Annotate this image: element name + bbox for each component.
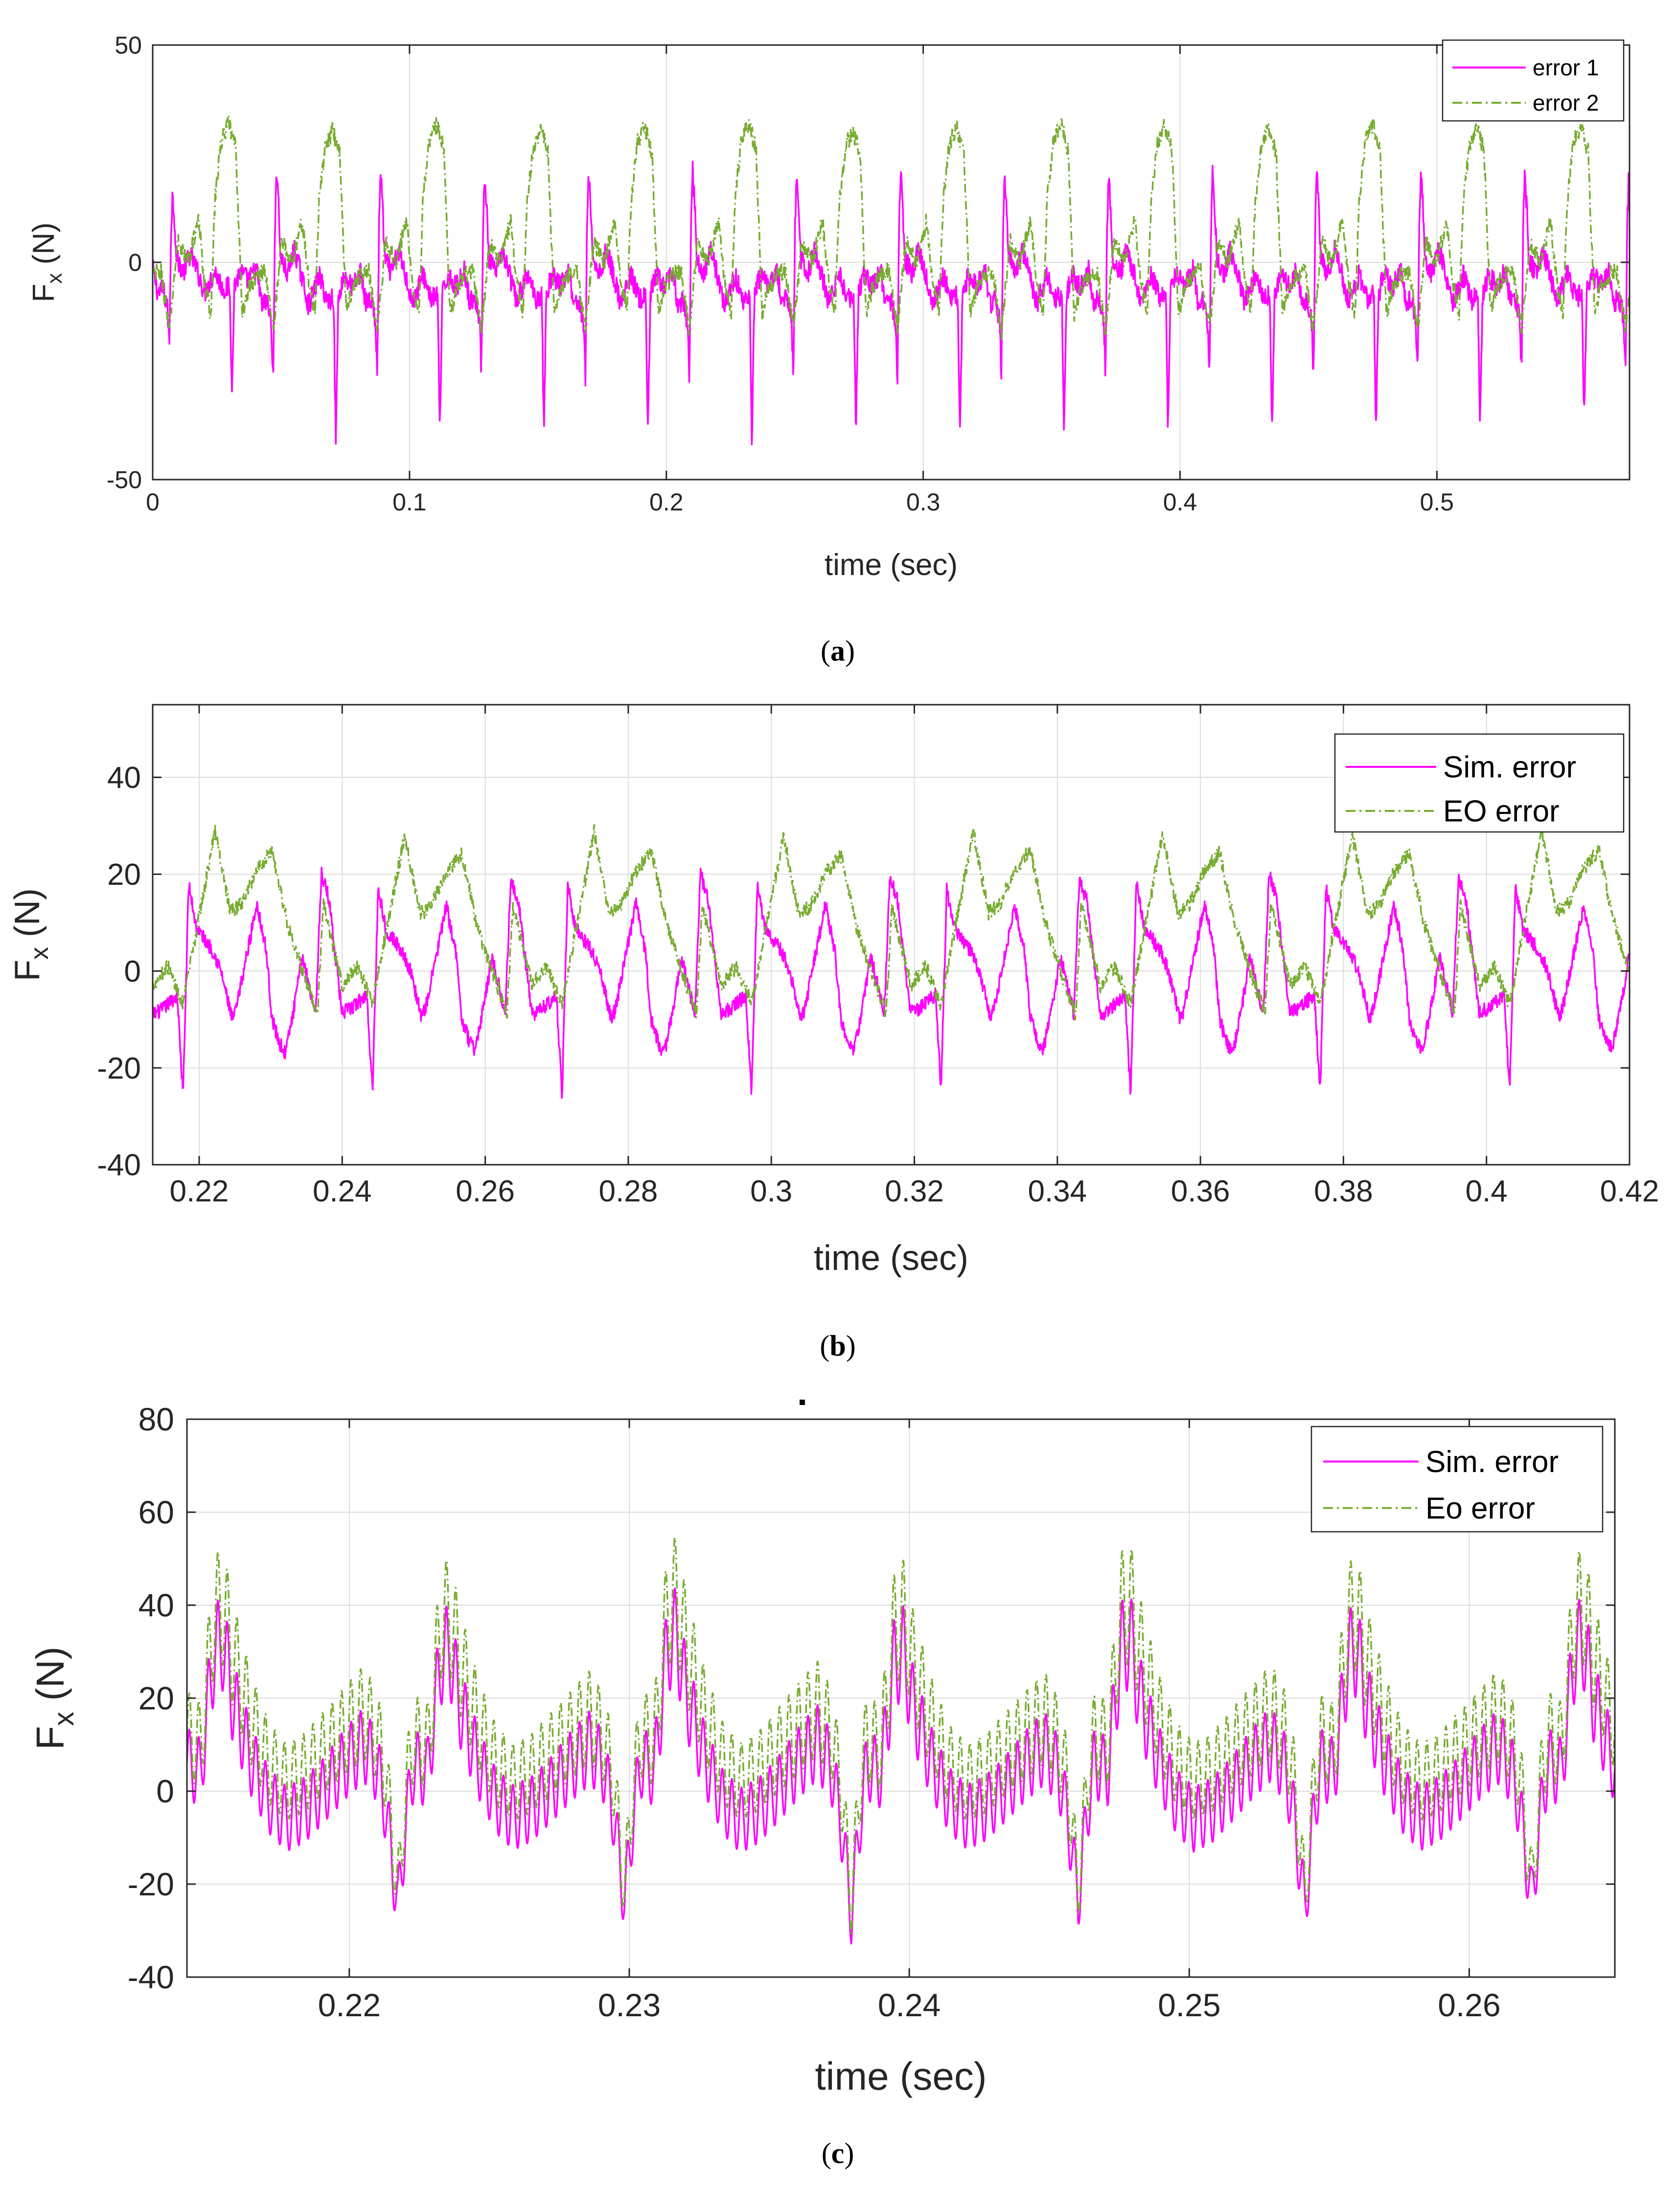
y-axis-label-a-base: F [27,284,61,302]
legend-box-b [1334,733,1625,833]
stray-dot-mark [800,1400,805,1405]
series-line-a-1 [153,115,1630,341]
x-tick-label-a-1: 0.1 [392,488,427,516]
x-tick-label-b-9: 0.4 [1466,1175,1508,1208]
y-tick-label-b-0: -40 [97,1149,141,1182]
y-tick-label-b-4: 40 [107,761,141,795]
y-axis-label-b-sub: x [25,947,54,960]
y-axis-label-a: Fx (N) [27,222,67,302]
caption-b: (b) [820,1330,855,1362]
series-line-a-0 [153,161,1630,446]
legend-label-eo-error-b: EO error [1443,795,1560,829]
y-tick-label-a-1: 0 [128,249,142,276]
y-axis-label-b-unit: (N) [8,888,47,947]
series-line-c-1 [187,1537,1615,1935]
caption-b-letter: b [829,1330,846,1362]
y-tick-label-a-0: -50 [107,466,142,494]
y-tick-label-b-1: -20 [97,1052,141,1085]
x-tick-label-b-10: 0.42 [1600,1175,1659,1208]
caption-a-letter: a [830,635,845,667]
panel-b: 0.22 0.24 0.26 0.28 0.3 0.32 0.34 0.36 0.38 0.4 0.… [8,704,1659,1362]
series-line-b-1 [153,823,1630,1021]
caption-b-close: ) [846,1330,856,1362]
caption-a-close: ) [845,635,855,667]
legend-label-sim-error-b: Sim. error [1443,751,1576,784]
y-axis-label-c: Fx (N) [28,1646,80,1750]
y-tick-label-c-1: -20 [128,1866,174,1902]
x-axis-label-a: time (sec) [825,548,958,582]
legend-box-a [1442,39,1625,122]
y-tick-label-c-4: 40 [138,1587,174,1623]
x-axis-label-c: time (sec) [815,2054,987,2098]
series-b [153,823,1630,1099]
x-tick-label-c-4: 0.26 [1438,1987,1500,2023]
y-axis-label-a-unit: (N) [27,222,61,273]
x-tick-label-a-3: 0.3 [906,488,941,516]
y-tick-label-c-3: 20 [138,1680,174,1716]
series-c [187,1537,1615,1945]
panel-c: 0.22 0.23 0.24 0.25 0.26 -40 -20 0 20 40 60 80 time… [28,1400,1616,2169]
x-tick-label-c-1: 0.23 [598,1987,661,2023]
x-tick-label-b-7: 0.36 [1171,1175,1230,1208]
x-tick-label-b-0: 0.22 [170,1175,229,1208]
caption-c-close: ) [844,2137,854,2169]
x-tick-label-b-8: 0.38 [1314,1175,1373,1208]
y-axis-label-b: Fx (N) [8,888,54,981]
axes-frame-b [152,704,1630,1166]
series-a [153,115,1630,446]
x-tick-label-b-5: 0.32 [885,1175,944,1208]
y-axis-label-c-base: F [28,1726,72,1750]
legend-label-sim-error-c: Sim. error [1425,1445,1559,1479]
ticks-c: 0.22 0.23 0.24 0.25 0.26 -40 -20 0 20 40 60 80 [128,1401,1615,2023]
x-tick-label-b-6: 0.34 [1028,1175,1087,1208]
x-tick-label-b-2: 0.26 [456,1175,515,1208]
y-tick-label-c-6: 80 [138,1401,174,1437]
legend-c: Sim. error Eo error [1310,1426,1604,1533]
x-tick-label-c-2: 0.24 [878,1987,941,2023]
x-tick-label-a-2: 0.2 [649,488,684,516]
y-axis-label-b-base: F [8,960,47,981]
y-tick-label-c-2: 0 [156,1773,174,1809]
caption-a: (a) [821,635,855,667]
ticks-b: 0.22 0.24 0.26 0.28 0.3 0.32 0.34 0.36 0.38 0.4 0.… [97,705,1659,1208]
series-line-b-0 [153,867,1630,1099]
caption-c-open: ( [822,2137,831,2169]
x-tick-label-b-4: 0.3 [750,1175,792,1208]
legend-label-error-1: error 1 [1533,55,1599,80]
legend-box-c [1310,1426,1604,1533]
y-axis-label-a-sub: x [43,273,67,284]
y-tick-label-a-2: 50 [115,32,142,59]
legend-b: Sim. error EO error [1334,733,1625,833]
x-tick-label-a-5: 0.5 [1420,488,1454,516]
series-line-c-0 [187,1587,1615,1945]
x-tick-label-b-1: 0.24 [313,1175,372,1208]
x-tick-label-a-4: 0.4 [1163,488,1197,516]
legend-a: error 1 error 2 [1442,39,1625,122]
caption-a-open: ( [821,635,830,667]
legend-label-eo-error-c: Eo error [1425,1492,1535,1525]
y-tick-label-b-2: 0 [124,955,141,989]
x-tick-label-c-0: 0.22 [318,1987,381,2023]
x-tick-label-c-3: 0.25 [1158,1987,1220,2023]
caption-c-letter: c [831,2137,845,2169]
y-tick-label-b-3: 20 [107,858,141,892]
x-tick-label-b-3: 0.28 [599,1175,658,1208]
y-tick-label-c-0: -40 [128,1959,174,1995]
y-tick-label-c-5: 60 [138,1494,174,1530]
x-axis-label-b: time (sec) [814,1239,968,1278]
y-axis-label-c-sub: x [48,1712,80,1726]
x-tick-label-a-0: 0 [146,488,160,516]
y-axis-label-c-unit: (N) [28,1646,72,1711]
legend-label-error-2: error 2 [1533,90,1599,115]
caption-c: (c) [822,2137,854,2169]
caption-b-open: ( [820,1330,829,1362]
